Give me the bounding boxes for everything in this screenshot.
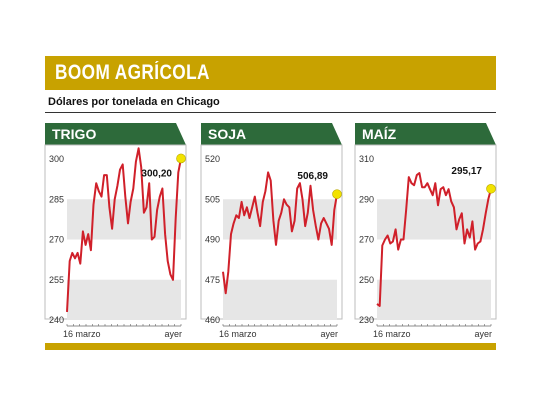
grid-band — [67, 279, 181, 320]
series-line — [222, 171, 338, 295]
panel-maz: MAÍZ 230 250 270 290 310 16 marzo ayer 295,17 — [354, 123, 497, 339]
y-tick-label: 230 — [359, 315, 374, 325]
panel-title: MAÍZ — [362, 126, 397, 142]
chart-subtitle: Dólares por tonelada en Chicago — [48, 96, 220, 108]
y-tick-label: 255 — [49, 275, 64, 285]
panel-header — [201, 123, 342, 145]
title-banner: BOOM AGRÍCOLA — [45, 56, 496, 90]
last-value-label: 506,89 — [297, 171, 328, 182]
y-tick-label: 300 — [49, 154, 64, 164]
last-value-label: 300,20 — [141, 168, 172, 179]
grid-band — [67, 199, 181, 240]
y-tick-label: 310 — [359, 154, 374, 164]
last-point-marker — [486, 183, 496, 194]
series-line — [66, 147, 182, 312]
y-tick-label: 475 — [205, 275, 220, 285]
page-title: BOOM AGRÍCOLA — [55, 61, 210, 84]
last-point-marker — [176, 153, 186, 164]
grid-band — [223, 279, 337, 320]
x-tick-label: 16 marzo — [219, 329, 257, 339]
y-tick-label: 490 — [205, 235, 220, 245]
x-tick-label: ayer — [320, 329, 338, 339]
header-rule — [45, 112, 496, 113]
y-tick-label: 270 — [49, 235, 64, 245]
panel-soja: SOJA 460 475 490 505 520 16 marzo ayer 506,89 — [200, 123, 343, 339]
last-value-label: 295,17 — [451, 166, 482, 177]
y-tick-label: 290 — [359, 194, 374, 204]
y-tick-label: 285 — [49, 194, 64, 204]
x-tick-label: ayer — [474, 329, 492, 339]
panel-header — [355, 123, 496, 145]
last-point-marker — [332, 189, 342, 199]
y-tick-label: 460 — [205, 315, 220, 325]
x-tick-label: 16 marzo — [373, 329, 411, 339]
y-tick-label: 240 — [49, 315, 64, 325]
grid-band — [377, 279, 491, 320]
y-tick-label: 250 — [359, 275, 374, 285]
panel-trigo: TRIGO 240 255 270 285 300 16 marzo ayer 300,20 — [44, 123, 187, 339]
x-tick-label: ayer — [164, 329, 182, 339]
y-tick-label: 270 — [359, 235, 374, 245]
panel-header — [45, 123, 186, 145]
series-line — [376, 172, 492, 307]
panel-title: TRIGO — [52, 126, 96, 142]
bottom-bar — [45, 343, 496, 350]
x-tick-label: 16 marzo — [63, 329, 101, 339]
y-tick-label: 505 — [205, 194, 220, 204]
y-tick-label: 520 — [205, 154, 220, 164]
panel-title: SOJA — [208, 126, 246, 142]
